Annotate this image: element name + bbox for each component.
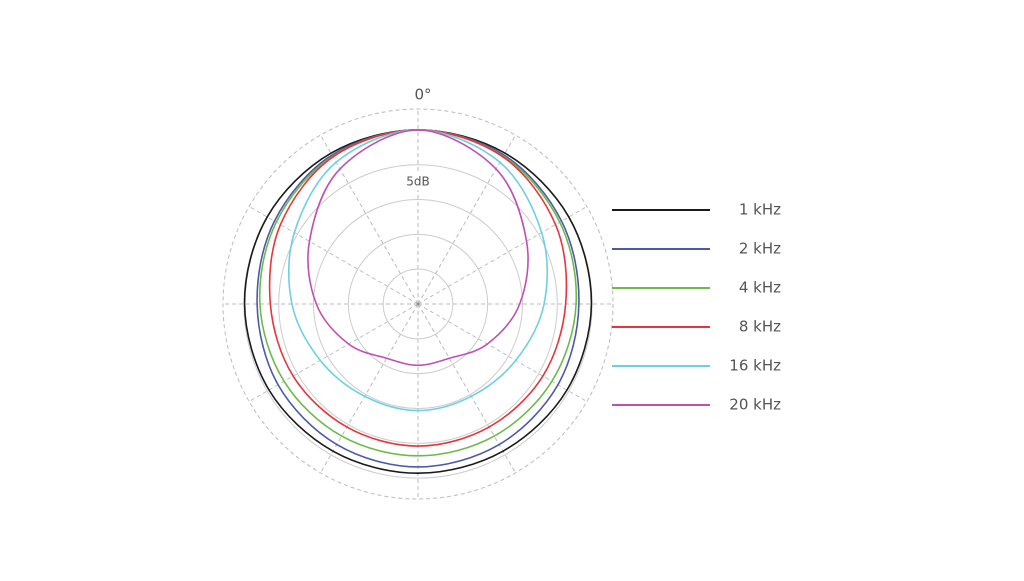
legend-label: 16 kHz (729, 357, 781, 375)
spoke (417, 303, 588, 402)
legend-label: 8 kHz (739, 318, 781, 336)
grid-circle (382, 268, 454, 340)
legend-label: 1 kHz (739, 201, 781, 219)
grid-circle (313, 199, 523, 409)
r-label-bg (402, 174, 434, 191)
spoke (320, 134, 419, 305)
series-line (258, 129, 578, 457)
angle-label: 0° (414, 86, 431, 104)
spoke (417, 206, 588, 305)
legend-label: 2 kHz (739, 240, 781, 258)
grid-circle (278, 164, 558, 444)
legend-label: 4 kHz (739, 279, 781, 297)
series-line (243, 129, 593, 475)
center-dot (416, 302, 420, 306)
series-line (256, 129, 580, 468)
grid-circle (347, 233, 489, 375)
r-label: 5dB (406, 175, 429, 189)
spoke (417, 134, 516, 305)
series-line (268, 129, 568, 447)
series-line (307, 129, 529, 367)
legend-label: 20 kHz (729, 396, 781, 414)
spoke (248, 206, 419, 305)
spoke (248, 303, 419, 402)
grid-circle (222, 108, 614, 500)
series-line (287, 129, 549, 412)
